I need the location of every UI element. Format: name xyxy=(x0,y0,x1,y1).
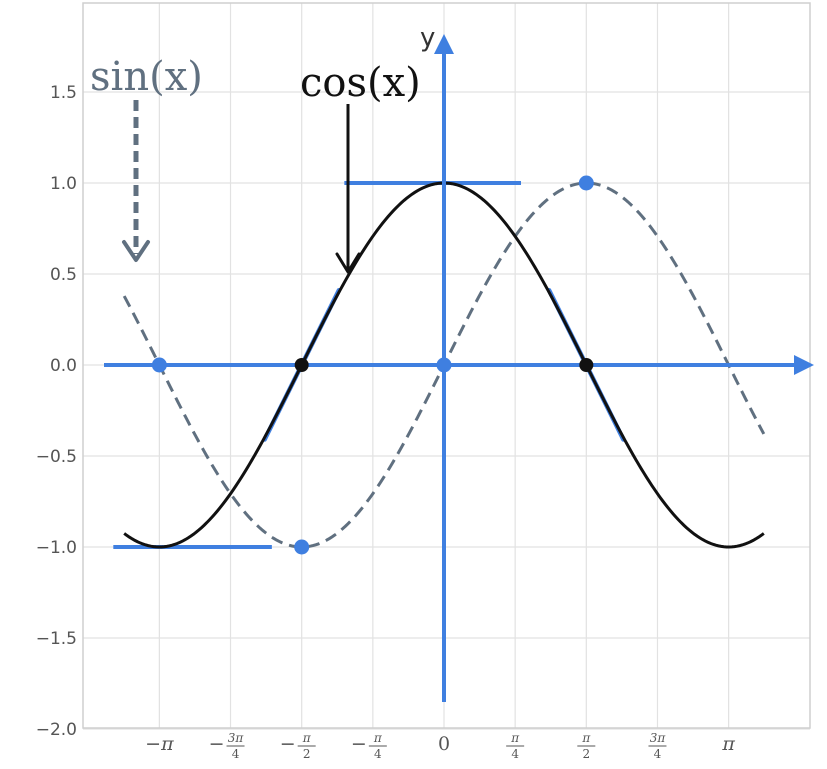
x-tick-sign: − xyxy=(209,733,225,755)
y-tick-label: 1.5 xyxy=(50,83,77,103)
x-tick-numerator: π xyxy=(373,731,383,745)
x-tick-text: 0 xyxy=(438,733,450,755)
x-tick-text: π xyxy=(721,733,735,755)
sin-point xyxy=(578,175,594,191)
sin-label: sin(x) xyxy=(90,54,203,100)
sin-point xyxy=(294,539,310,555)
x-tick-sign: − xyxy=(351,733,367,755)
x-tick-denominator: 4 xyxy=(511,747,519,761)
x-tick-denominator: 4 xyxy=(654,747,662,761)
x-tick-denominator: 4 xyxy=(374,747,382,761)
y-tick-labels: 1.5 1.0 0.5 0.0 −0.5 −1.0 −1.5 −2.0 xyxy=(36,83,77,740)
y-tick-label: −1.5 xyxy=(36,629,77,649)
x-tick-label: π xyxy=(721,733,735,755)
x-tick-sign: − xyxy=(280,733,296,755)
cos-pointer-arrowhead xyxy=(335,252,361,274)
y-tick-label: 1.0 xyxy=(50,174,77,194)
sin-point xyxy=(436,357,452,373)
x-tick-text: −π xyxy=(145,733,174,755)
x-tick-numerator: 3π xyxy=(650,731,667,745)
y-axis-label: y xyxy=(420,23,435,53)
x-tick-label: −π xyxy=(145,733,174,755)
sin-point xyxy=(151,357,167,373)
cos-zero-point xyxy=(294,358,309,372)
y-tick-label: −0.5 xyxy=(36,447,77,467)
cos-zero-point xyxy=(579,358,594,372)
x-tick-numerator: π xyxy=(302,731,312,745)
x-tick-numerator: π xyxy=(510,731,520,745)
highlight-points xyxy=(151,175,594,555)
y-tick-label: −1.0 xyxy=(36,538,77,558)
cos-label: cos(x) xyxy=(300,60,421,106)
y-tick-label: 0.5 xyxy=(50,265,77,285)
x-tick-denominator: 4 xyxy=(232,747,240,761)
x-tick-label: − π 4 xyxy=(351,731,387,761)
x-tick-label: − π 2 xyxy=(280,731,316,761)
x-tick-denominator: 2 xyxy=(303,747,311,761)
x-tick-label: −3π 4 xyxy=(209,731,245,761)
sin-pointer-arrowhead xyxy=(122,240,150,262)
x-tick-label: 0 xyxy=(438,733,450,755)
y-tick-label: 0.0 xyxy=(50,356,77,376)
x-tick-label: π4 xyxy=(506,731,525,761)
x-tick-numerator: π xyxy=(581,731,591,745)
y-tick-label: −2.0 xyxy=(36,720,77,740)
x-tick-denominator: 2 xyxy=(582,747,590,761)
x-tick-label: 3π4 xyxy=(648,731,667,761)
x-tick-numerator: 3π xyxy=(228,731,245,745)
x-tick-label: π2 xyxy=(577,731,596,761)
